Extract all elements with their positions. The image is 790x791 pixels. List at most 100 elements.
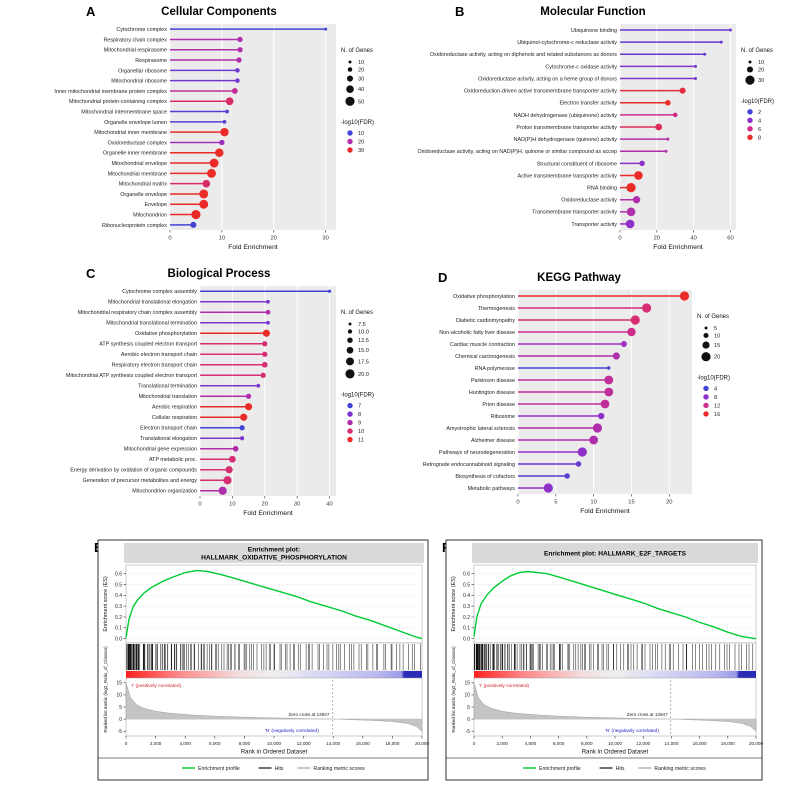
svg-text:Ubiquinone binding: Ubiquinone binding — [571, 28, 617, 34]
svg-text:9: 9 — [358, 421, 361, 427]
svg-text:8,000: 8,000 — [239, 741, 251, 746]
svg-text:5: 5 — [554, 500, 557, 506]
svg-text:Mitochondrial intermembrane sp: Mitochondrial intermembrane space — [81, 109, 167, 115]
svg-text:Enrichment score (ES): Enrichment score (ES) — [451, 576, 457, 631]
svg-text:Ubiquinol-cytochrome-c reducta: Ubiquinol-cytochrome-c reductase activit… — [517, 40, 617, 46]
svg-text:Oxidative phosphorylation: Oxidative phosphorylation — [453, 294, 515, 300]
svg-text:8: 8 — [358, 412, 361, 418]
svg-text:6,000: 6,000 — [553, 741, 565, 746]
svg-text:0: 0 — [168, 236, 171, 242]
svg-text:Respiratory electron transport: Respiratory electron transport chain — [112, 363, 197, 369]
svg-text:10: 10 — [219, 236, 225, 242]
svg-text:20: 20 — [654, 236, 660, 242]
lollipop-svg: Cytochrome complex assembly Mitochondrial… — [66, 286, 374, 517]
svg-text:Amyotrophic lateral sclerosis: Amyotrophic lateral sclerosis — [446, 426, 515, 432]
svg-text:0: 0 — [467, 717, 470, 723]
svg-text:Diabetic cardiomyopathy: Diabetic cardiomyopathy — [456, 318, 515, 324]
svg-text:Mitochondrial envelope: Mitochondrial envelope — [112, 161, 167, 167]
svg-text:30: 30 — [294, 502, 300, 508]
svg-text:0: 0 — [119, 717, 122, 723]
panel-title-molecular-function: Molecular Function — [540, 6, 646, 18]
svg-text:Biosynthesis of cofactors: Biosynthesis of cofactors — [455, 474, 515, 480]
svg-text:Structural constituent of ribo: Structural constituent of ribosome — [537, 161, 617, 167]
svg-text:Oxidoreductase activity, actin: Oxidoreductase activity, acting on a hem… — [478, 76, 617, 82]
gsea-oxidative-phosphorylation-chart: Enrichment plot: HALLMARK_OXIDATIVE_PHOSP… — [86, 538, 432, 788]
panel-letter-d: D — [438, 270, 448, 285]
svg-text:Mitochondrial translational el: Mitochondrial translational elongation — [108, 300, 197, 306]
svg-text:Translational termination: Translational termination — [138, 384, 197, 390]
svg-text:Mitochondrial respiratory chai: Mitochondrial respiratory chain complex … — [78, 310, 198, 316]
svg-text:Zero cross at 13947: Zero cross at 13947 — [289, 712, 330, 717]
panel-biological-process: C Biological Process Cytochrome complex … — [48, 266, 390, 522]
svg-text:Cytochrome complex assembly: Cytochrome complex assembly — [122, 289, 197, 295]
svg-text:20.0: 20.0 — [358, 372, 369, 378]
svg-text:NAD(P)H dehydrogenase (quinone: NAD(P)H dehydrogenase (quinone) activity — [514, 137, 618, 143]
svg-text:0: 0 — [516, 500, 519, 506]
svg-text:Fold Enrichment: Fold Enrichment — [653, 244, 703, 251]
svg-text:12,000: 12,000 — [636, 741, 650, 746]
svg-text:0.2: 0.2 — [115, 615, 122, 621]
svg-text:0.5: 0.5 — [463, 582, 470, 588]
svg-text:16,000: 16,000 — [356, 741, 370, 746]
svg-text:Enrichment profile: Enrichment profile — [539, 766, 581, 772]
svg-text:Oxidoreductase activity: Oxidoreductase activity — [561, 198, 617, 204]
svg-text:Organelle envelope lumen: Organelle envelope lumen — [104, 120, 167, 126]
svg-text:Thermogenesis: Thermogenesis — [478, 306, 515, 312]
svg-text:12: 12 — [714, 403, 720, 409]
lollipop-svg: Ubiquinone binding Ubiquinol-cytochrome-c… — [418, 24, 774, 251]
svg-text:Mitochondrial ATP synthesis co: Mitochondrial ATP synthesis coupled elec… — [66, 373, 198, 379]
svg-text:18,000: 18,000 — [385, 741, 399, 746]
svg-text:Electron transport chain: Electron transport chain — [140, 426, 197, 432]
svg-text:0.3: 0.3 — [115, 604, 122, 610]
svg-text:20: 20 — [758, 68, 764, 74]
svg-text:0.4: 0.4 — [463, 593, 470, 599]
svg-text:-log10(FDR): -log10(FDR) — [341, 120, 374, 126]
svg-text:Retrograde endocannabinoid sig: Retrograde endocannabinoid signaling — [423, 462, 515, 468]
svg-text:Pathways of neurodegeneration: Pathways of neurodegeneration — [439, 450, 515, 456]
svg-text:10: 10 — [358, 60, 364, 66]
svg-text:Cardiac muscle contraction: Cardiac muscle contraction — [450, 342, 515, 348]
svg-text:12.5: 12.5 — [358, 338, 369, 344]
svg-text:Mitochondrial inner membrane: Mitochondrial inner membrane — [94, 130, 167, 136]
svg-text:2,000: 2,000 — [150, 741, 162, 746]
svg-text:0.6: 0.6 — [115, 571, 122, 577]
svg-text:Metabolic pathways: Metabolic pathways — [468, 486, 516, 492]
svg-text:50: 50 — [358, 99, 364, 105]
panel-title-cellular-components: Cellular Components — [161, 6, 277, 18]
svg-text:Mitochondrial respirasome: Mitochondrial respirasome — [104, 48, 167, 54]
svg-text:16,000: 16,000 — [693, 741, 707, 746]
svg-text:15: 15 — [464, 681, 470, 687]
svg-text:0.3: 0.3 — [463, 604, 470, 610]
svg-text:Transmembrane transporter acti: Transmembrane transporter activity — [532, 210, 617, 216]
svg-text:Rank in Ordered Dataset: Rank in Ordered Dataset — [582, 750, 649, 756]
svg-text:40: 40 — [690, 236, 696, 242]
svg-text:10.0: 10.0 — [358, 330, 369, 336]
svg-text:15.0: 15.0 — [358, 348, 369, 354]
svg-text:2,000: 2,000 — [496, 741, 508, 746]
svg-text:Active transmembrane transport: Active transmembrane transporter activit… — [518, 173, 618, 179]
svg-text:Cellular respiration: Cellular respiration — [152, 415, 197, 421]
svg-text:0.4: 0.4 — [115, 593, 122, 599]
svg-text:'I' (positively correlated): 'I' (positively correlated) — [131, 683, 181, 689]
svg-text:20: 20 — [714, 355, 720, 361]
svg-text:Oxidoreductase complex: Oxidoreductase complex — [108, 140, 168, 146]
svg-text:10: 10 — [758, 60, 764, 66]
svg-text:RNA polymerase: RNA polymerase — [475, 366, 515, 372]
svg-text:Mitochondrial matrix: Mitochondrial matrix — [119, 182, 168, 188]
svg-text:Mitochondrial protein-containi: Mitochondrial protein-containing complex — [69, 99, 167, 105]
svg-text:Inner mitochondrial membrane p: Inner mitochondrial membrane protein com… — [54, 89, 167, 95]
svg-text:20: 20 — [358, 68, 364, 74]
svg-text:7: 7 — [358, 404, 361, 410]
svg-text:Mitochondrial gene expression: Mitochondrial gene expression — [124, 447, 197, 453]
svg-text:Mitochondrion organization: Mitochondrion organization — [132, 489, 197, 495]
svg-text:Electron transfer activity: Electron transfer activity — [559, 101, 617, 107]
panel-gsea-e2f-targets: F Enrichment plot: HALLMARK_E2F_TARGETS0… — [434, 538, 766, 788]
svg-text:'I' (positively correlated): 'I' (positively correlated) — [479, 683, 529, 689]
svg-text:5: 5 — [714, 326, 717, 332]
svg-text:20: 20 — [358, 140, 364, 146]
svg-text:Cytochrome complex: Cytochrome complex — [116, 27, 167, 33]
svg-text:14,000: 14,000 — [664, 741, 678, 746]
svg-text:NADH dehydrogenase (ubiquinone: NADH dehydrogenase (ubiquinone) activity — [514, 113, 618, 119]
lollipop-svg: Cytochrome complex Respiratory chain comp… — [54, 24, 374, 251]
svg-text:5: 5 — [467, 705, 470, 711]
